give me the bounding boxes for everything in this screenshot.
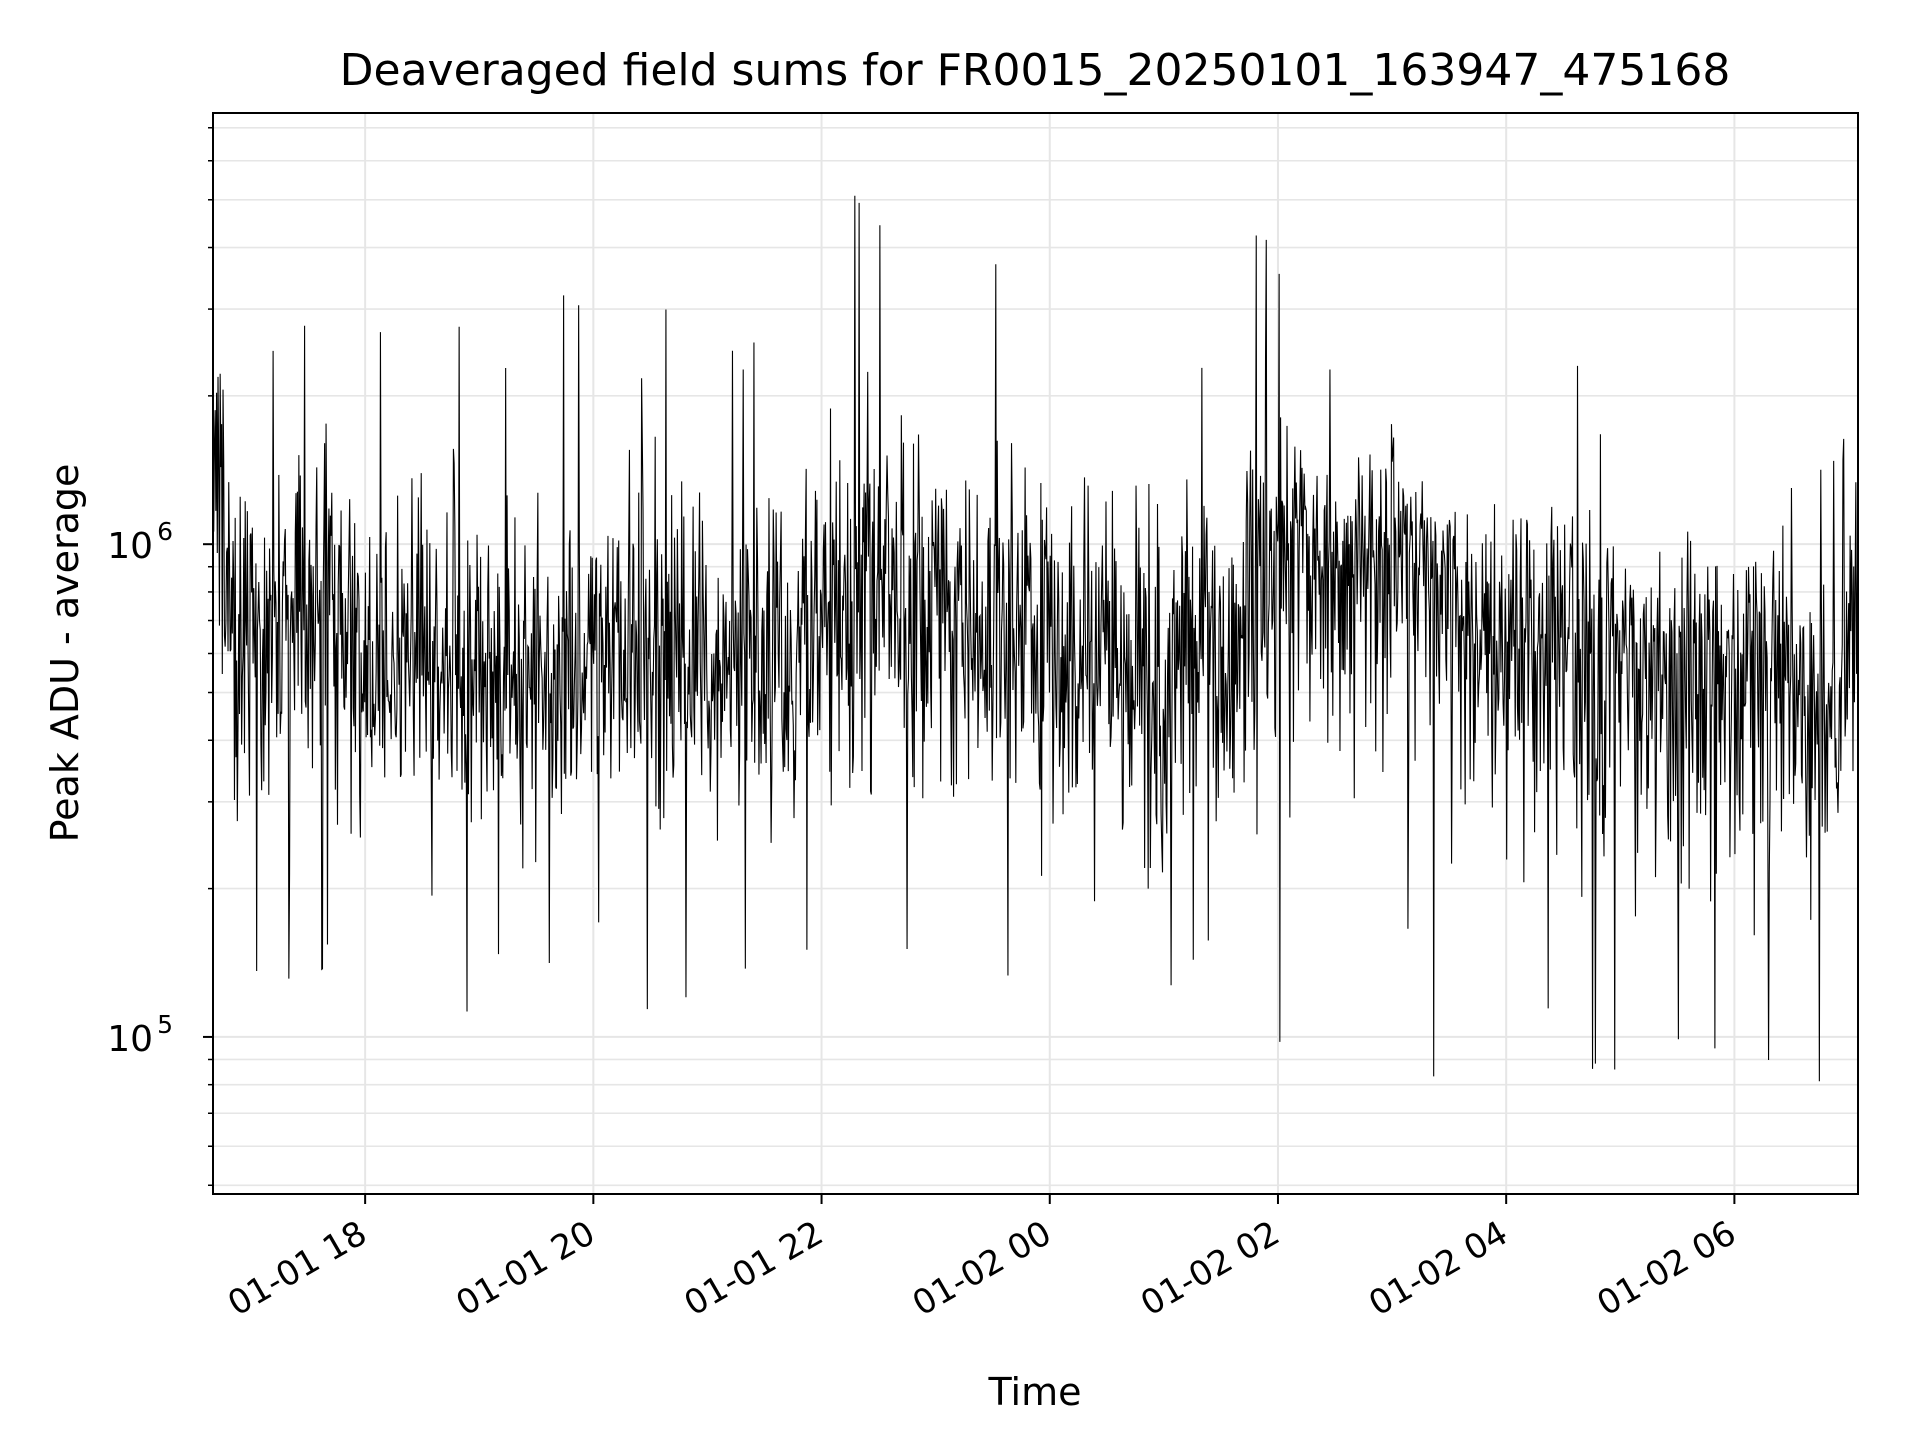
series-0-path — [212, 195, 1859, 1082]
y-tick-label-exponent: 6 — [157, 517, 173, 546]
y-tick-label: 10 — [107, 526, 153, 567]
series-0-line — [212, 195, 1859, 1082]
y-tick-label: 10 — [107, 1019, 153, 1060]
x-axis-label: Time — [988, 1370, 1082, 1414]
y-tick-label-exponent: 5 — [157, 1010, 173, 1039]
chart-title: Deaveraged field sums for FR0015_2025010… — [340, 45, 1731, 96]
y-axis-label: Peak ADU - average — [43, 464, 87, 843]
